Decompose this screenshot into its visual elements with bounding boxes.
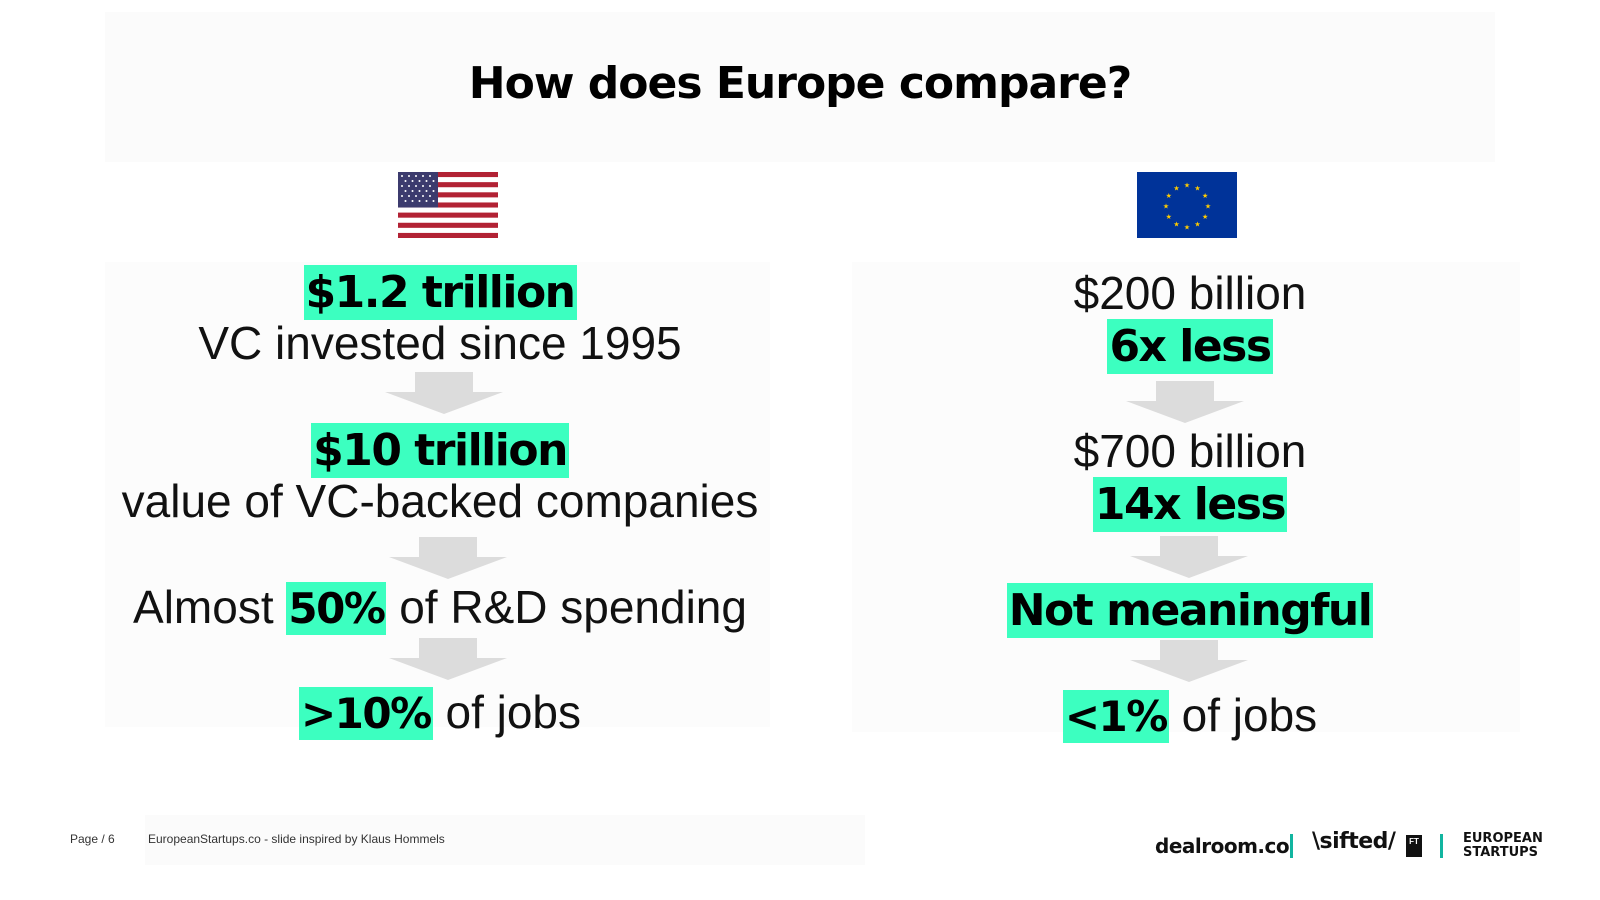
svg-text:★: ★ [1202,213,1208,221]
logo-line: STARTUPS [1463,845,1539,860]
svg-text:★: ★ [1184,224,1190,232]
european-startups-logo: EUROPEAN STARTUPS [1463,832,1543,860]
dealroom-logo: dealroom.co [1155,834,1290,858]
highlight: <1% [1062,690,1169,743]
us-company-value-label: value of VC-backed companies [121,475,759,527]
separator [1290,834,1293,858]
svg-text:★: ★ [1194,221,1200,229]
highlight: 14x less [1092,477,1288,532]
highlight: Not meaningful [1006,583,1374,638]
eu-company-value-amount: $700 billion [1073,425,1307,477]
svg-text:★: ★ [1173,221,1179,229]
jobs-suffix: of jobs [1168,689,1318,741]
page-number: Page / 6 [70,832,115,846]
eu-company-value-ratio: 14x less [880,476,1500,532]
svg-text:★: ★ [1202,192,1208,200]
footer-credit: EuropeanStartups.co - slide inspired by … [148,832,445,846]
us-vc-invested-label: VC invested since 1995 [198,317,682,369]
svg-text:★: ★ [1173,184,1179,192]
svg-text:★: ★ [1184,182,1190,190]
highlight: >10% [298,687,433,740]
logo-line: EUROPEAN [1463,831,1543,846]
highlight: 50% [286,582,387,635]
eu-vc-invested-amount: $200 billion [1073,267,1307,319]
footer-band [145,815,865,865]
separator [1440,834,1443,858]
highlight: $10 trillion [311,423,569,478]
eu-flag-icon: ★ ★ ★ ★ ★ ★ ★ ★ ★ ★ ★ ★ [1137,172,1237,238]
us-company-value-amount: $10 trillion [100,422,780,478]
us-flag-icon [398,172,498,238]
eu-jobs: <1% of jobs [880,688,1500,744]
svg-text:★: ★ [1166,213,1172,221]
slide-title: How does Europe compare? [468,58,1132,109]
ft-logo: FT [1406,835,1422,857]
highlight: 6x less [1107,319,1273,374]
sifted-logo: \sifted/ [1312,829,1396,854]
title-band [105,12,1495,162]
us-vc-invested-amount: $1.2 trillion [100,264,780,320]
eu-rd-spending: Not meaningful [880,582,1500,638]
svg-text:★: ★ [1205,203,1211,211]
svg-text:★: ★ [1163,203,1169,211]
highlight: $1.2 trillion [303,265,577,320]
svg-text:★: ★ [1194,184,1200,192]
eu-vc-invested-ratio: 6x less [880,318,1500,374]
rd-prefix: Almost [133,581,287,633]
us-rd-spending: Almost 50% of R&D spending [100,580,780,636]
jobs-suffix: of jobs [432,686,582,738]
us-jobs: >10% of jobs [100,685,780,741]
rd-suffix: of R&D spending [386,581,747,633]
svg-text:★: ★ [1166,192,1172,200]
